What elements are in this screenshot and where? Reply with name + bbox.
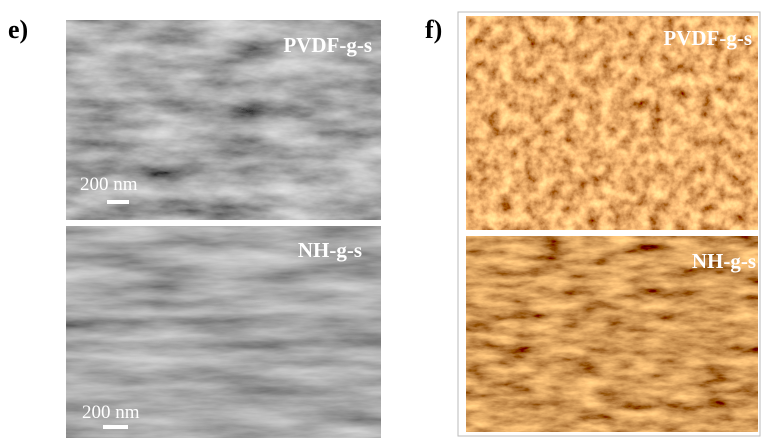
scale-bar-label: 200 nm <box>80 174 138 195</box>
scale-bar <box>107 200 129 204</box>
panel-label: f) <box>425 15 442 44</box>
image-caption: NH-g-s <box>298 238 362 262</box>
panel-label: e) <box>8 15 28 44</box>
scale-bar-label: 200 nm <box>82 402 140 423</box>
figure: e) PVDF-g-s 200 nm NH-g-s 200 nm f) PVDF… <box>0 0 762 446</box>
image-caption: PVDF-g-s <box>283 33 372 57</box>
image-caption: PVDF-g-s <box>663 26 752 50</box>
image-caption: NH-g-s <box>692 249 756 273</box>
scale-bar <box>103 425 128 429</box>
